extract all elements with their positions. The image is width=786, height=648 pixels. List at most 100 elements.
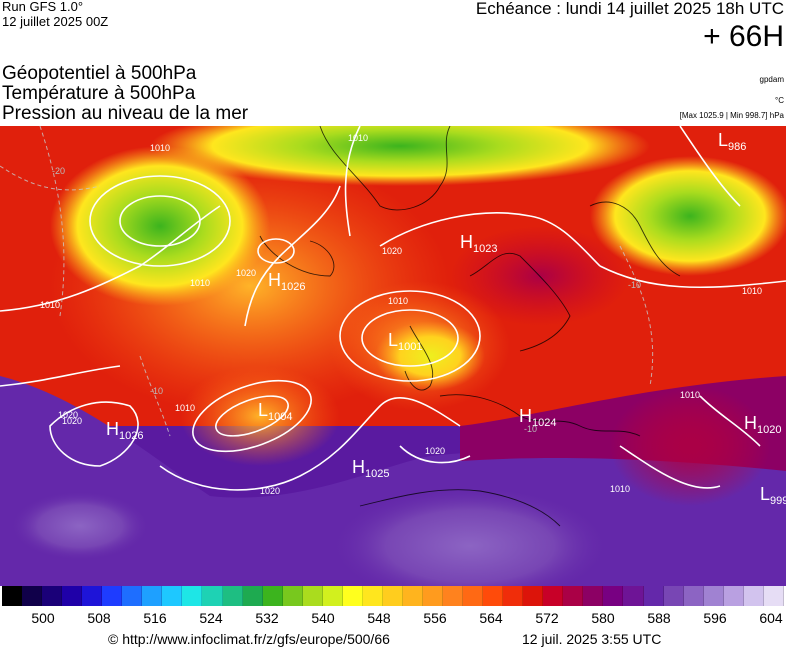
colorbar-swatch: [222, 586, 243, 606]
colorbar-swatch: [102, 586, 123, 606]
temperature-label: -20: [52, 166, 65, 176]
colorbar-swatch: [182, 586, 203, 606]
isobar-label: 1010: [348, 133, 368, 143]
colorbar-swatch: [242, 586, 263, 606]
colorbar-tick-label: 524: [199, 610, 223, 626]
colorbar-tick-label: 596: [703, 610, 727, 626]
colorbar-tick-label: 508: [87, 610, 111, 626]
colorbar-tick-label: 564: [479, 610, 503, 626]
colorbar-tick-label: 540: [311, 610, 335, 626]
colorbar-swatch: [503, 586, 524, 606]
colorbar-swatch: [82, 586, 103, 606]
temperature-label: -10: [524, 424, 537, 434]
temperature-labels: -20 -10 -10 -10: [52, 166, 641, 434]
colorbar-swatch: [703, 586, 724, 606]
weather-map[interactable]: H1023 H1026 L1001 L1004 H1026 H1025 H1024 H1020…: [0, 126, 786, 586]
colorbar-swatch: [322, 586, 343, 606]
title-pressure: Pression au niveau de la mer: [2, 103, 249, 124]
colorbar-swatch: [422, 586, 444, 606]
high-pressure-center: H1025: [352, 457, 389, 480]
low-pressure-center: L986: [718, 130, 746, 153]
colorbar-swatch: [643, 586, 664, 606]
isobar-label: 1010: [680, 390, 700, 400]
colorbar-ticks: 500 508 516 524 532 540 548 556 564 572 580 588 596 6…: [0, 610, 786, 628]
isobar-label: 1010: [175, 403, 195, 413]
low-pressure-center: L1004: [258, 400, 293, 423]
colorbar-swatch: [42, 586, 63, 606]
colorbar-swatch: [142, 586, 163, 606]
isobar-label: 1020: [425, 446, 445, 456]
echeance-label: Echéance : lundi 14 juillet 2025 18h UTC: [475, 0, 784, 18]
temperature-label: -10: [628, 280, 641, 290]
colorbar-swatch: [463, 586, 484, 606]
colorbar-swatch: [122, 586, 143, 606]
low-pressure-center: L999: [760, 484, 786, 507]
isobars: [0, 126, 786, 491]
isobar-label: 1020: [62, 416, 82, 426]
run-date: 12 juillet 2025 00Z: [2, 14, 109, 29]
isobar-label: 1020: [260, 486, 280, 496]
temperature-label: -10: [150, 386, 163, 396]
colorbar-tick-label: 548: [367, 610, 391, 626]
unit-temperature: °C: [775, 96, 784, 105]
colorbar-swatch: [262, 586, 283, 606]
high-pressure-center: H1024: [519, 406, 556, 429]
colorbar-swatch: [683, 586, 704, 606]
isobar-label: 1010: [40, 300, 60, 310]
isobar-label: 1010: [150, 143, 170, 153]
colorbar-swatch: [62, 586, 83, 606]
colorbar-swatch: [302, 586, 323, 606]
colorbar-swatch: [202, 586, 223, 606]
colorbar-swatch: [402, 586, 423, 606]
high-pressure-center: H1020: [744, 413, 781, 436]
isobar-label: 1020: [382, 246, 402, 256]
isobar-label: 1010: [388, 296, 408, 306]
temperature-isotherms: [0, 126, 654, 437]
colorbar-swatch: [342, 586, 363, 606]
colorbar-swatch: [22, 586, 43, 606]
colorbar-swatch: [723, 586, 744, 606]
isobar-label: 1010: [190, 278, 210, 288]
footer-url[interactable]: © http://www.infoclimat.fr/z/gfs/europe/…: [108, 631, 390, 647]
isobar-label: 1020: [58, 410, 78, 420]
colorbar-swatch: [763, 586, 784, 606]
colorbar-tick-label: 588: [647, 610, 671, 626]
coastlines: [259, 126, 681, 527]
colorbar-tick-label: 500: [31, 610, 55, 626]
run-label: Run GFS 1.0°: [2, 0, 84, 14]
colorbar-tick-label: 532: [255, 610, 279, 626]
colorbar-tick-label: 516: [143, 610, 167, 626]
colorbar-swatch: [483, 586, 504, 606]
high-pressure-center: H1026: [106, 419, 143, 442]
colorbar-swatch: [583, 586, 604, 606]
unit-pressure: [Max 1025.9 | Min 998.7] hPa: [679, 111, 784, 120]
footer-timestamp: 12 juil. 2025 3:55 UTC: [522, 631, 662, 647]
title-geopotential: Géopotentiel à 500hPa: [2, 63, 197, 84]
colorbar-swatch: [443, 586, 464, 606]
low-pressure-center: L1001: [388, 330, 423, 353]
colorbar: [2, 586, 784, 606]
colorbar-swatch: [523, 586, 544, 606]
colorbar-tick-label: 604: [759, 610, 783, 626]
colorbar-swatch: [543, 586, 564, 606]
colorbar-swatch: [362, 586, 383, 606]
isobar-labels: 1010102010101020101010101020101010201020…: [40, 133, 762, 496]
isobar-label: 1010: [610, 484, 630, 494]
unit-geopotential: gpdam: [759, 75, 784, 84]
colorbar-swatch: [743, 586, 764, 606]
colorbar-swatch: [563, 586, 584, 606]
pressure-systems: H1023 H1026 L1001 L1004 H1026 H1025 H1024 H1020…: [106, 130, 786, 507]
colorbar-swatch: [282, 586, 303, 606]
isobar-label: 1010: [742, 286, 762, 296]
colorbar-tick-label: 580: [591, 610, 615, 626]
colorbar-swatch: [663, 586, 684, 606]
lead-time: + 66H: [703, 20, 784, 53]
isobar-label: 1020: [236, 268, 256, 278]
colorbar-tick-label: 572: [535, 610, 559, 626]
title-temperature: Température à 500hPa: [2, 83, 196, 104]
colorbar-swatch: [382, 586, 403, 606]
colorbar-swatch: [2, 586, 23, 606]
colorbar-tick-label: 556: [423, 610, 447, 626]
high-pressure-center: H1026: [268, 270, 305, 293]
high-pressure-center: H1023: [460, 232, 497, 255]
